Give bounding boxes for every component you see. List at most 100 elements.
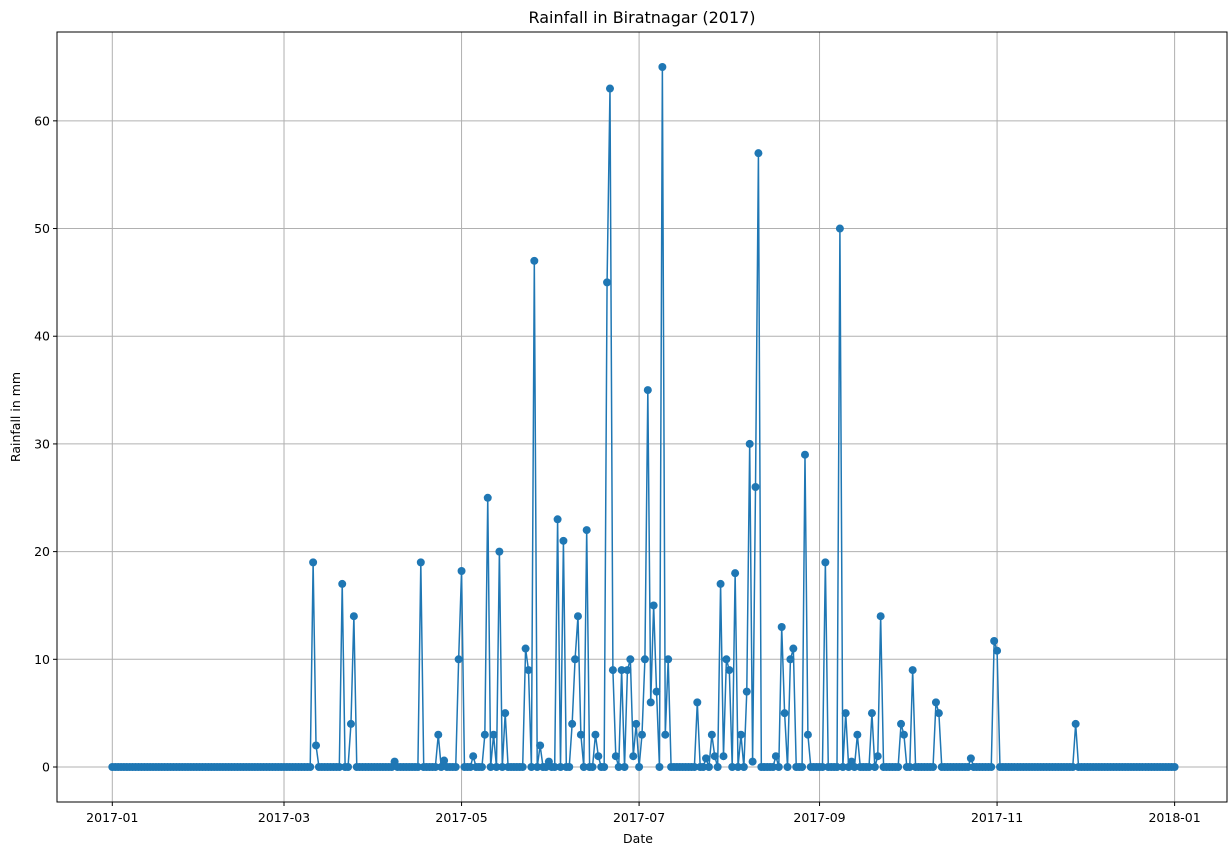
data-point <box>690 763 699 771</box>
data-point <box>591 730 600 739</box>
data-point <box>640 655 649 664</box>
data-point <box>556 763 565 771</box>
y-tick-label: 10 <box>34 652 50 667</box>
data-point <box>798 763 807 771</box>
data-point <box>899 730 908 739</box>
data-point <box>346 719 355 728</box>
y-tick-label: 40 <box>34 329 50 344</box>
data-point <box>1170 763 1179 771</box>
data-point <box>873 752 882 761</box>
data-point <box>530 256 539 265</box>
data-point <box>934 709 943 718</box>
y-tick-label: 30 <box>34 436 50 451</box>
data-point <box>614 763 623 771</box>
data-point <box>739 763 748 771</box>
data-point <box>699 763 708 771</box>
data-point <box>571 655 580 664</box>
data-point <box>582 526 591 535</box>
data-point <box>725 666 734 675</box>
data-point <box>603 278 612 287</box>
chart-title: Rainfall in Biratnagar (2017) <box>528 8 755 27</box>
data-point <box>929 763 938 771</box>
data-point <box>870 763 879 771</box>
data-point <box>800 450 809 459</box>
data-point <box>897 719 906 728</box>
data-point <box>521 644 530 653</box>
data-point <box>483 493 492 502</box>
data-point <box>457 567 466 575</box>
data-point <box>553 515 562 524</box>
data-point <box>658 63 667 71</box>
data-point <box>783 763 792 771</box>
data-point <box>704 763 713 771</box>
data-point <box>477 763 486 771</box>
data-point <box>876 612 885 621</box>
x-tick-label: 2017-01 <box>86 810 138 825</box>
data-point <box>629 752 638 761</box>
data-point <box>594 752 603 761</box>
data-point <box>771 752 780 761</box>
data-point <box>437 763 446 771</box>
data-point <box>655 763 664 771</box>
data-point <box>638 730 646 739</box>
data-point <box>588 763 597 771</box>
data-point <box>742 687 751 696</box>
data-point <box>312 741 321 750</box>
data-point <box>777 623 786 631</box>
data-point <box>853 730 862 739</box>
x-axis-label: Date <box>623 831 653 846</box>
data-point <box>803 730 812 739</box>
data-point <box>693 698 702 707</box>
x-axis-ticks: 2017-01 2017-03 2017-05 2017-07 2017-09 2017-… <box>86 802 1201 825</box>
x-tick-label: 2017-09 <box>793 810 845 825</box>
data-point <box>1071 719 1080 728</box>
data-point <box>579 763 588 771</box>
data-point <box>838 763 847 771</box>
plot-area-frame <box>56 31 1228 803</box>
data-point <box>600 763 609 771</box>
data-point <box>524 666 533 675</box>
x-tick-label: 2017-03 <box>258 810 310 825</box>
data-point <box>908 666 917 675</box>
data-point <box>605 84 614 93</box>
data-point <box>469 752 478 761</box>
data-point <box>413 763 422 771</box>
data-point <box>754 149 763 158</box>
data-point <box>632 719 641 728</box>
data-point <box>431 763 440 771</box>
data-point <box>454 655 463 664</box>
y-tick-label: 50 <box>34 221 50 236</box>
x-tick-label: 2017-07 <box>613 810 665 825</box>
data-point <box>865 763 874 771</box>
x-tick-label: 2017-11 <box>971 810 1023 825</box>
data-point <box>416 558 425 567</box>
data-point <box>635 763 644 771</box>
data-point <box>734 763 743 771</box>
data-point <box>993 646 1002 655</box>
data-point <box>713 763 722 771</box>
data-point <box>821 558 830 567</box>
data-point <box>664 655 673 664</box>
data-point <box>768 763 777 771</box>
data-point <box>661 730 670 739</box>
data-point <box>451 763 460 771</box>
data-point <box>905 763 914 771</box>
data-point <box>527 763 536 771</box>
data-point <box>573 612 582 621</box>
data-point <box>440 756 449 765</box>
data-point <box>728 763 737 771</box>
data-point <box>716 579 725 588</box>
data-point <box>702 754 711 763</box>
data-point <box>565 763 574 771</box>
data-point <box>626 655 635 664</box>
data-point <box>486 763 495 771</box>
data-point <box>501 709 510 718</box>
data-point <box>1068 763 1077 771</box>
y-tick-label: 60 <box>34 113 50 128</box>
data-point <box>559 536 568 545</box>
data-point <box>841 709 850 718</box>
x-tick-label: 2017-05 <box>435 810 487 825</box>
data-point <box>649 601 658 610</box>
y-axis-label: Rainfall in mm <box>8 372 23 462</box>
